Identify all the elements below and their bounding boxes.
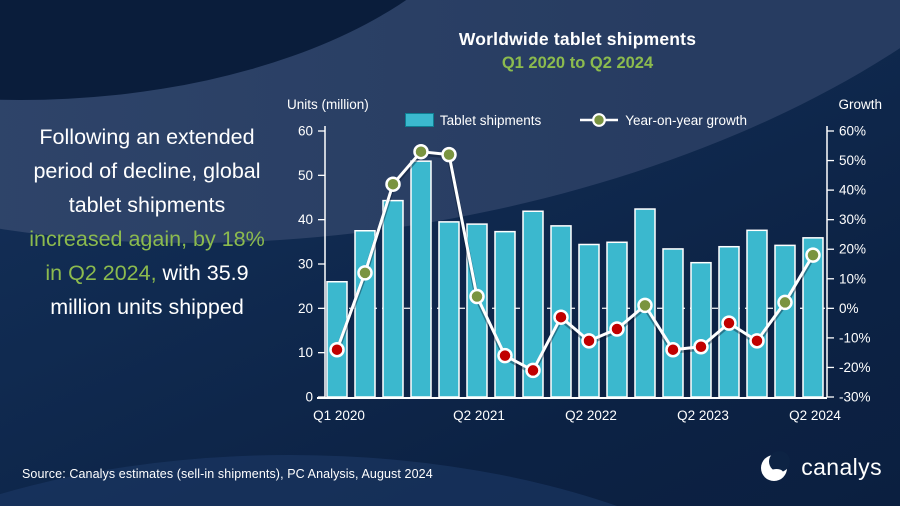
shipments-bar bbox=[494, 230, 516, 398]
left-axis-tick-label: 0 bbox=[305, 390, 313, 405]
right-axis-tick-label: -10% bbox=[839, 330, 871, 345]
shipments-bar bbox=[354, 230, 376, 398]
shipments-bar bbox=[662, 248, 684, 398]
legend: Tablet shipments Year-on-year growth bbox=[325, 112, 827, 128]
shipments-bar bbox=[438, 221, 460, 398]
growth-marker bbox=[749, 333, 765, 349]
title-block: Worldwide tablet shipments Q1 2020 to Q2… bbox=[285, 29, 870, 73]
growth-marker bbox=[777, 294, 793, 311]
bar-swatch-icon bbox=[404, 113, 434, 127]
right-axis-title: Growth bbox=[838, 97, 882, 112]
shipments-bar bbox=[466, 223, 488, 398]
canalys-logo-text: canalys bbox=[801, 453, 882, 480]
growth-marker bbox=[721, 315, 737, 331]
growth-marker bbox=[805, 247, 821, 263]
x-axis-label: Q1 2020 bbox=[313, 408, 365, 423]
legend-label-growth: Year-on-year growth bbox=[625, 112, 748, 128]
right-axis-tick-label: -20% bbox=[839, 360, 871, 375]
right-axis-tick-label: 0% bbox=[839, 301, 859, 316]
shipments-bar bbox=[382, 199, 404, 398]
growth-marker bbox=[581, 333, 597, 349]
right-axis-tick-label: 60% bbox=[839, 124, 866, 139]
summary-text: Following an extended period of decline,… bbox=[26, 120, 268, 324]
shipments-bar bbox=[774, 244, 796, 398]
shipments-bar bbox=[746, 229, 768, 398]
growth-marker bbox=[329, 341, 345, 358]
x-axis-label: Q2 2022 bbox=[565, 408, 617, 423]
legend-item-shipments: Tablet shipments bbox=[404, 112, 542, 128]
right-axis-tick-label: 50% bbox=[839, 153, 866, 168]
canalys-logo: canalys bbox=[756, 449, 882, 485]
growth-marker bbox=[497, 347, 513, 364]
chart-subtitle: Q1 2020 to Q2 2024 bbox=[501, 54, 654, 72]
right-axis-tick-label: 40% bbox=[839, 183, 866, 198]
legend-label-shipments: Tablet shipments bbox=[439, 112, 542, 128]
shipments-bar bbox=[718, 245, 740, 398]
left-axis-tick-label: 10 bbox=[298, 345, 313, 360]
growth-marker bbox=[553, 309, 569, 325]
chart-title: Worldwide tablet shipments bbox=[458, 29, 697, 49]
right-axis-tick-label: 10% bbox=[839, 271, 866, 286]
right-axis-tick-label: 20% bbox=[839, 242, 866, 257]
source-note: Source: Canalys estimates (sell-in shipm… bbox=[22, 467, 433, 481]
growth-marker bbox=[637, 297, 653, 314]
shipments-bar bbox=[606, 241, 628, 398]
shipments-bar bbox=[326, 280, 348, 398]
left-axis-tick-label: 30 bbox=[298, 257, 313, 272]
x-axis-label: Q2 2023 bbox=[677, 408, 729, 423]
canalys-logo-mark bbox=[761, 451, 791, 481]
growth-marker bbox=[693, 339, 709, 355]
summary-segment: increased again, by 18% in Q2 2024, bbox=[29, 227, 265, 285]
x-axis-label: Q2 2021 bbox=[453, 408, 505, 423]
left-axis-title: Units (million) bbox=[287, 97, 369, 112]
summary-segment: with 35.9 million units shipped bbox=[50, 261, 249, 319]
growth-marker bbox=[357, 265, 373, 281]
shipments-bar bbox=[578, 243, 600, 398]
shipments-bar bbox=[522, 210, 544, 398]
shipments-bar bbox=[690, 261, 712, 398]
shipments-bar bbox=[634, 208, 656, 398]
line-marker-icon bbox=[580, 113, 619, 127]
summary-segment: Following an extended period of decline,… bbox=[33, 125, 261, 217]
left-axis-tick-label: 20 bbox=[298, 301, 313, 316]
right-axis-tick-label: -30% bbox=[839, 390, 871, 405]
x-axis-label: Q2 2024 bbox=[789, 408, 841, 423]
legend-item-growth: Year-on-year growth bbox=[579, 112, 747, 128]
growth-marker bbox=[469, 288, 485, 305]
shipments-bar bbox=[550, 225, 572, 398]
growth-marker bbox=[525, 362, 541, 379]
growth-marker bbox=[609, 321, 625, 337]
shipments-bar bbox=[802, 237, 824, 398]
right-axis-tick-label: 30% bbox=[839, 212, 866, 227]
growth-marker bbox=[665, 341, 681, 358]
